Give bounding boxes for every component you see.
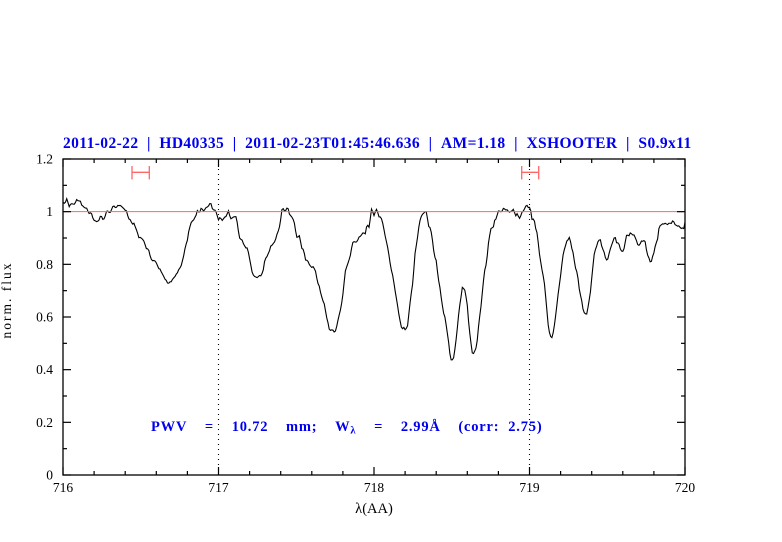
svg-text:1: 1	[46, 204, 53, 219]
svg-text:720: 720	[675, 480, 696, 495]
svg-text:0.8: 0.8	[36, 257, 53, 272]
svg-text:716: 716	[53, 480, 74, 495]
svg-text:0.4: 0.4	[36, 362, 53, 377]
svg-text:719: 719	[519, 480, 540, 495]
svg-text:λ(AA): λ(AA)	[355, 501, 393, 517]
svg-text:0.6: 0.6	[36, 310, 53, 325]
svg-text:717: 717	[208, 480, 229, 495]
svg-text:norm. flux: norm. flux	[0, 262, 14, 339]
svg-text:0.2: 0.2	[36, 415, 53, 430]
svg-text:PWV = 10.72 mm; Wλ: PWV = 10.72 mm; Wλ = 2.99Å (corr: 2.75)	[151, 419, 542, 437]
svg-text:2011-02-22 | HD40335 | 201: 2011-02-22 | HD40335 | 2011-02-23T01:45:…	[63, 135, 692, 152]
svg-text:1.2: 1.2	[36, 152, 53, 167]
svg-text:718: 718	[364, 480, 385, 495]
